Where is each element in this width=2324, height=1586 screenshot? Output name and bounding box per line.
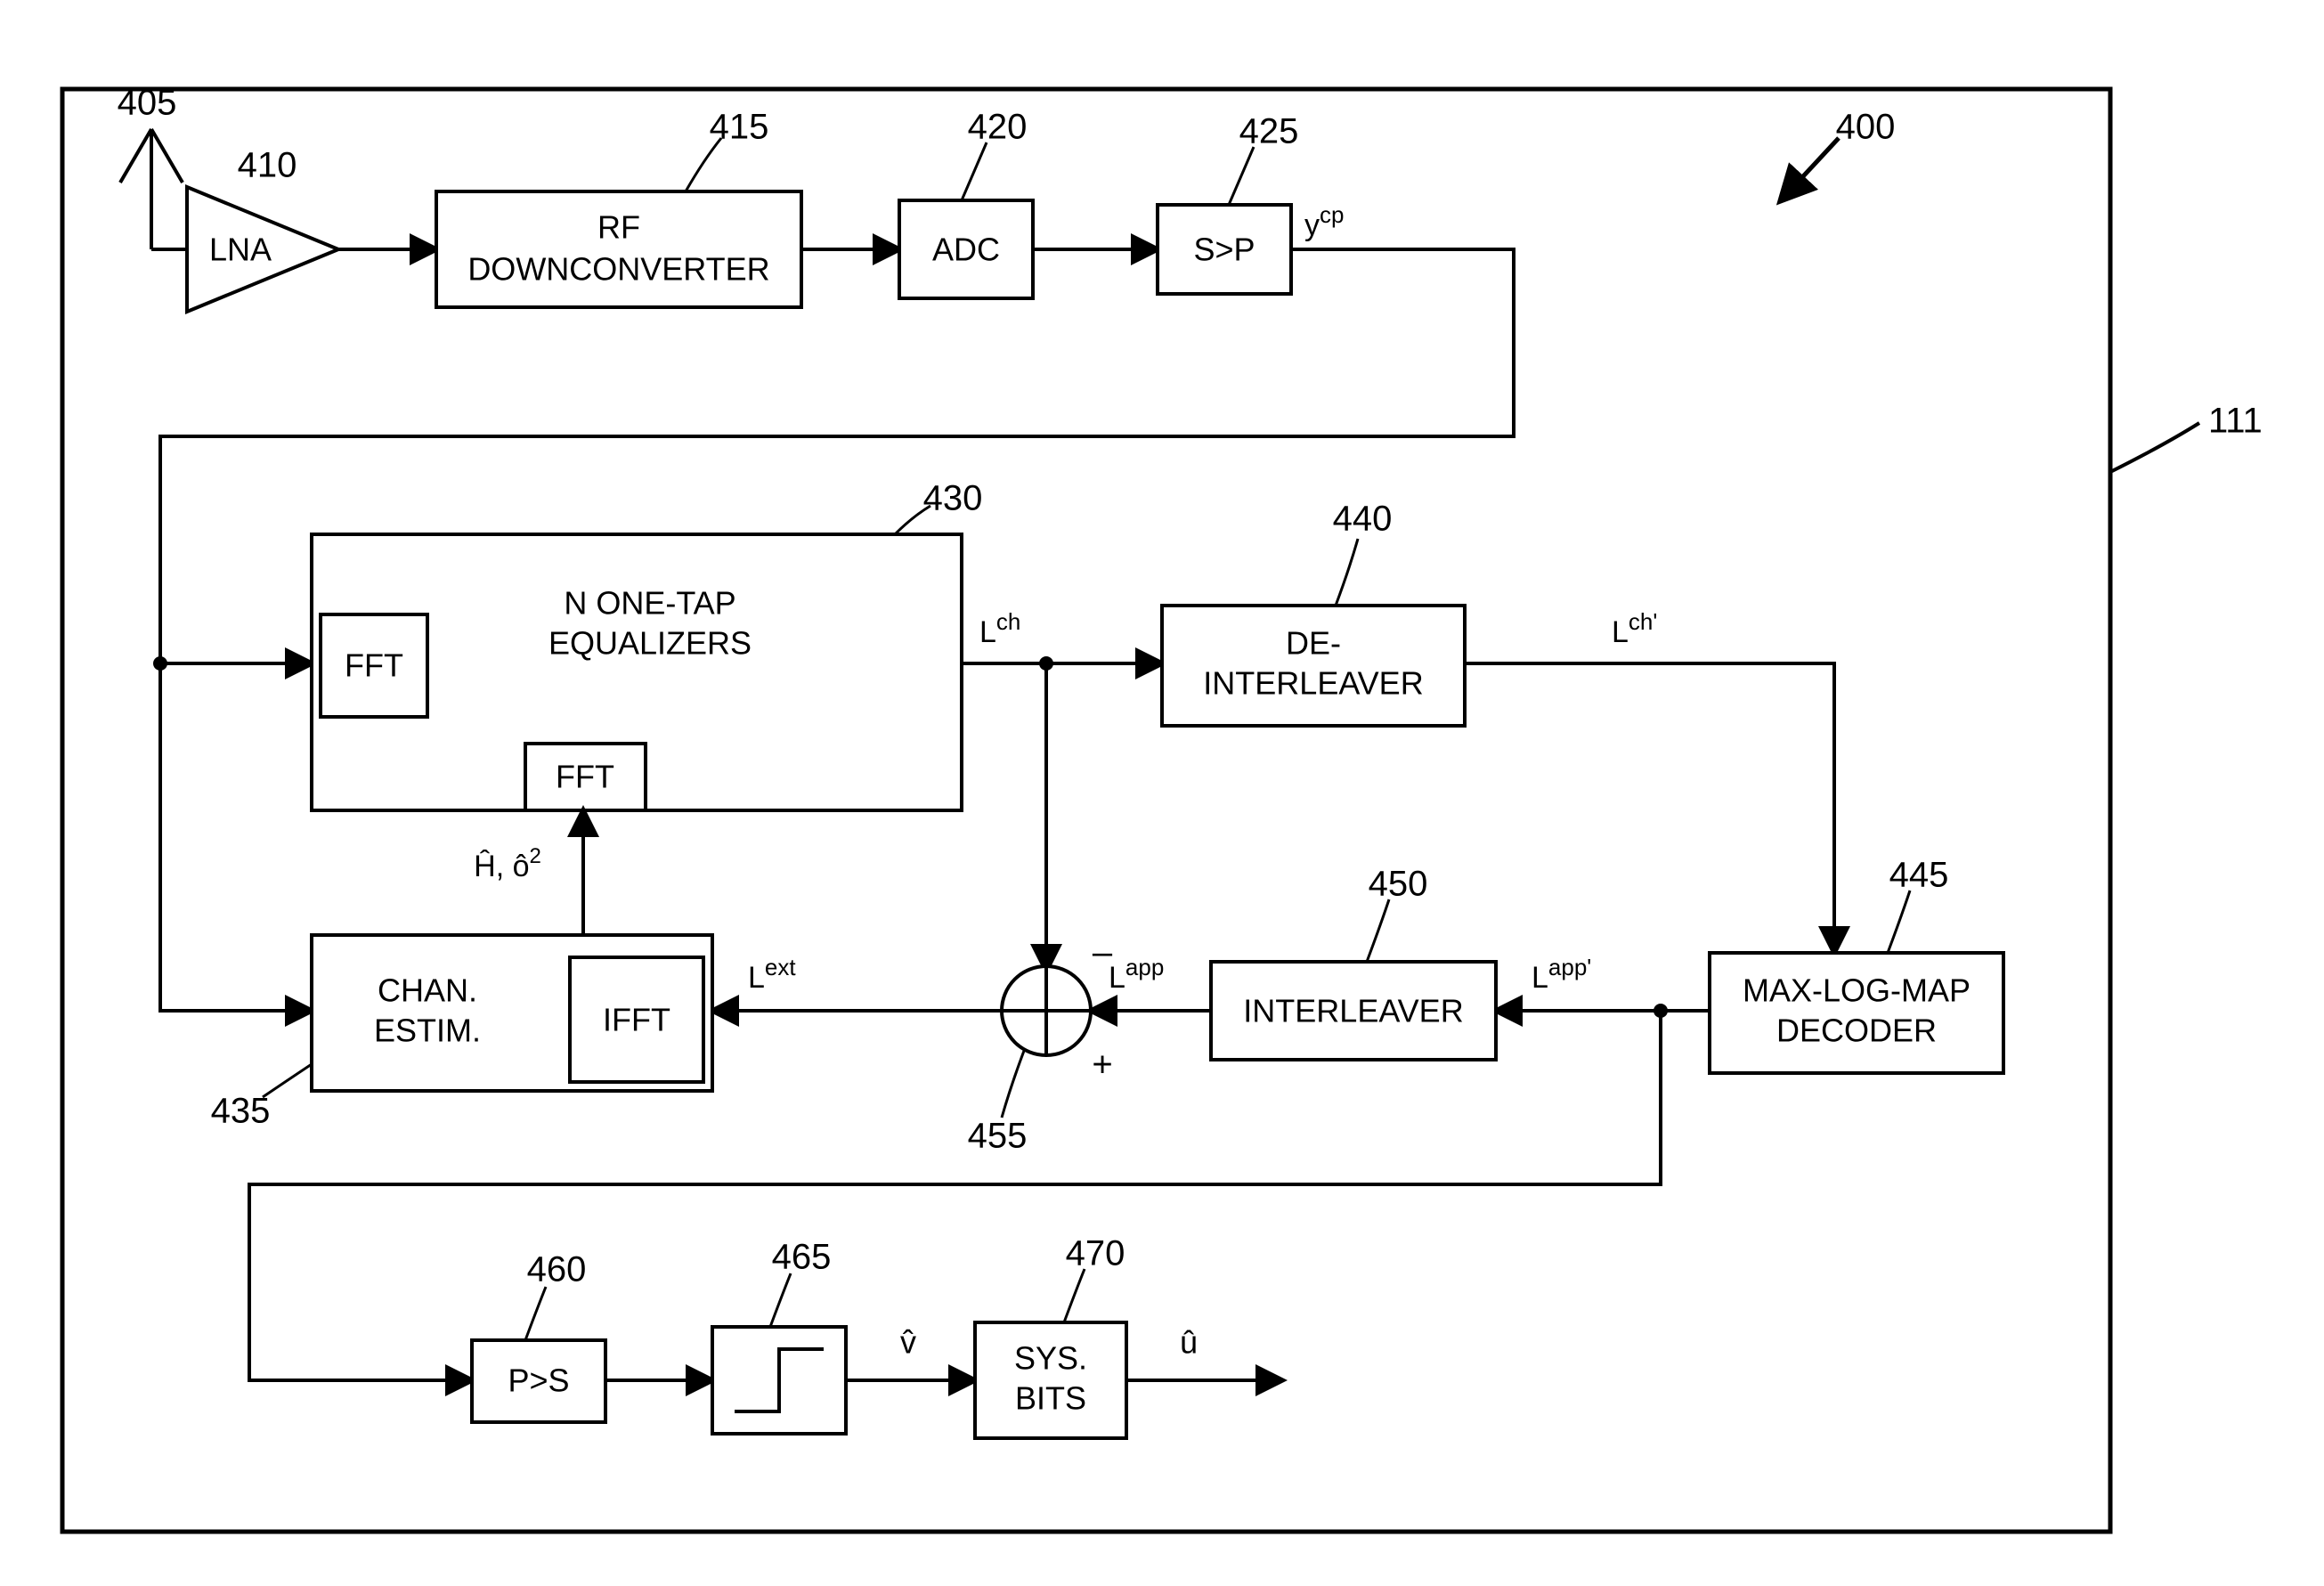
rf-down-ref: 415 xyxy=(710,108,769,147)
ifft-label: IFFT xyxy=(603,1002,670,1038)
int-ref: 450 xyxy=(1369,865,1428,904)
sysbits-label2: BITS xyxy=(1015,1380,1086,1417)
adder-plus: + xyxy=(1092,1045,1112,1085)
adder-minus: – xyxy=(1093,933,1113,972)
int-label: INTERLEAVER xyxy=(1243,993,1463,1029)
adc-label: ADC xyxy=(932,232,1000,268)
eq-ref: 430 xyxy=(923,479,983,518)
uhat-signal: û xyxy=(1180,1324,1198,1361)
ps-ref: 460 xyxy=(527,1250,587,1289)
fft1-label: FFT xyxy=(345,647,403,684)
adc-ref: 420 xyxy=(968,108,1028,147)
sp-label: S>P xyxy=(1193,232,1255,268)
chest-label1: CHAN. xyxy=(378,972,477,1009)
chest-label2: ESTIM. xyxy=(374,1013,481,1049)
lna-ref: 410 xyxy=(238,146,297,185)
deint-label2: INTERLEAVER xyxy=(1203,665,1423,702)
fft2-label: FFT xyxy=(556,759,614,795)
vhat-signal: v̂ xyxy=(900,1324,916,1361)
outer-ref: 111 xyxy=(2208,402,2263,441)
rf-down-label2: DOWNCONVERTER xyxy=(467,251,769,288)
decoder-ref: 445 xyxy=(1889,856,1949,895)
lna-label: LNA xyxy=(209,232,272,268)
antenna-ref: 405 xyxy=(118,84,177,123)
hard-ref: 465 xyxy=(772,1238,832,1277)
adder-ref: 455 xyxy=(968,1117,1028,1156)
sysbits-label1: SYS. xyxy=(1014,1340,1087,1377)
decoder-label1: MAX-LOG-MAP xyxy=(1743,972,1971,1009)
sp-ref: 425 xyxy=(1239,112,1299,151)
eq-label1: N ONE-TAP xyxy=(564,585,735,622)
rf-down-label1: RF xyxy=(597,209,640,246)
chest-ref: 435 xyxy=(211,1092,271,1131)
inner-ref: 400 xyxy=(1836,108,1896,147)
deint-ref: 440 xyxy=(1333,500,1393,539)
ps-label: P>S xyxy=(508,1362,569,1399)
sysbits-ref: 470 xyxy=(1066,1234,1125,1273)
decoder-label2: DECODER xyxy=(1776,1013,1937,1049)
deint-label1: DE- xyxy=(1286,625,1341,662)
eq-label2: EQUALIZERS xyxy=(548,625,752,662)
